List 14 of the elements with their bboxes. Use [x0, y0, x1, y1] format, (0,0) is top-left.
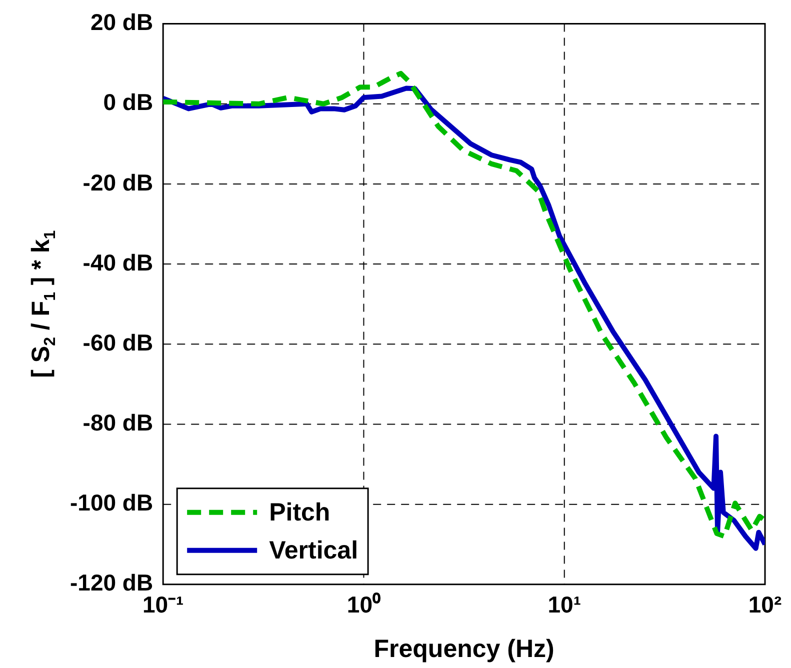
y-tick-label: 20 dB	[90, 9, 154, 36]
y-tick-label: 0 dB	[103, 89, 154, 116]
y-tick-label: -20 dB	[82, 169, 154, 196]
y-tick-label: -80 dB	[82, 410, 154, 436]
x-tick-label: 10¹	[548, 592, 581, 618]
x-tick-label: 10⁰	[346, 592, 382, 618]
legend-label: Pitch	[269, 498, 330, 526]
y-tick-label: -60 dB	[82, 329, 154, 356]
legend-label: Vertical	[269, 536, 358, 564]
y-tick-label: -100 dB	[70, 490, 154, 516]
x-axis-title: Frequency (Hz)	[374, 634, 554, 663]
y-axis-title: [ S2 / F1 ] * k1	[26, 230, 60, 378]
y-tick-label: -40 dB	[82, 249, 154, 276]
x-tick-label: 10²	[748, 592, 782, 618]
